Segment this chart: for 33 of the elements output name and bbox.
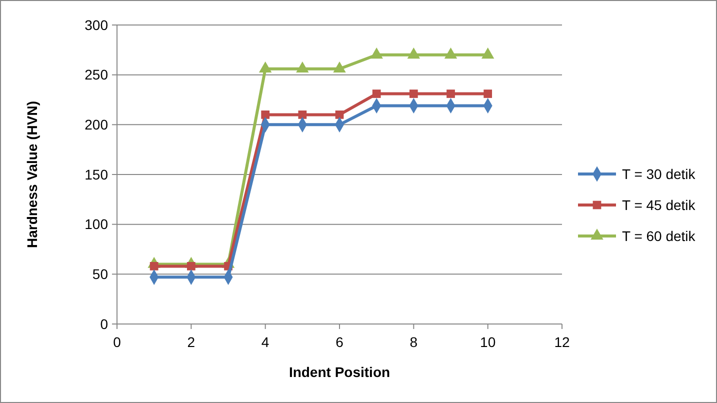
point <box>481 48 494 59</box>
x-tick-label: 0 <box>113 334 122 350</box>
x-tick-label: 8 <box>410 334 418 350</box>
legend-label: T = 30 detik <box>622 166 696 182</box>
x-tick-label: 6 <box>336 334 344 350</box>
point <box>370 48 383 59</box>
point <box>407 48 420 59</box>
point <box>261 110 270 119</box>
y-tick-label: 50 <box>92 266 108 282</box>
y-tick-label: 250 <box>84 66 108 83</box>
point <box>335 110 344 119</box>
point <box>372 90 381 98</box>
y-tick-label: 100 <box>84 216 108 232</box>
y-tick-label: 300 <box>84 16 108 33</box>
point <box>444 48 458 59</box>
x-axis-title: Indent Position <box>288 364 390 380</box>
point <box>296 62 309 73</box>
point <box>298 110 307 119</box>
y-axis-title: Hardness Value (HVN) <box>24 100 40 248</box>
point <box>258 62 272 73</box>
point <box>446 90 455 98</box>
y-tick-label: 200 <box>84 116 108 133</box>
point <box>333 62 346 73</box>
x-tick-label: 12 <box>554 334 570 350</box>
point <box>484 90 492 98</box>
legend-label: T = 45 detik <box>622 196 696 213</box>
x-tick-label: 10 <box>480 334 496 350</box>
legend-label: T = 60 detik <box>622 228 696 244</box>
x-tick-label: 2 <box>187 334 196 350</box>
y-tick-label: 150 <box>84 166 108 182</box>
y-tick-label: 0 <box>100 316 108 332</box>
x-tick-label: 4 <box>261 334 270 350</box>
point <box>409 90 418 98</box>
